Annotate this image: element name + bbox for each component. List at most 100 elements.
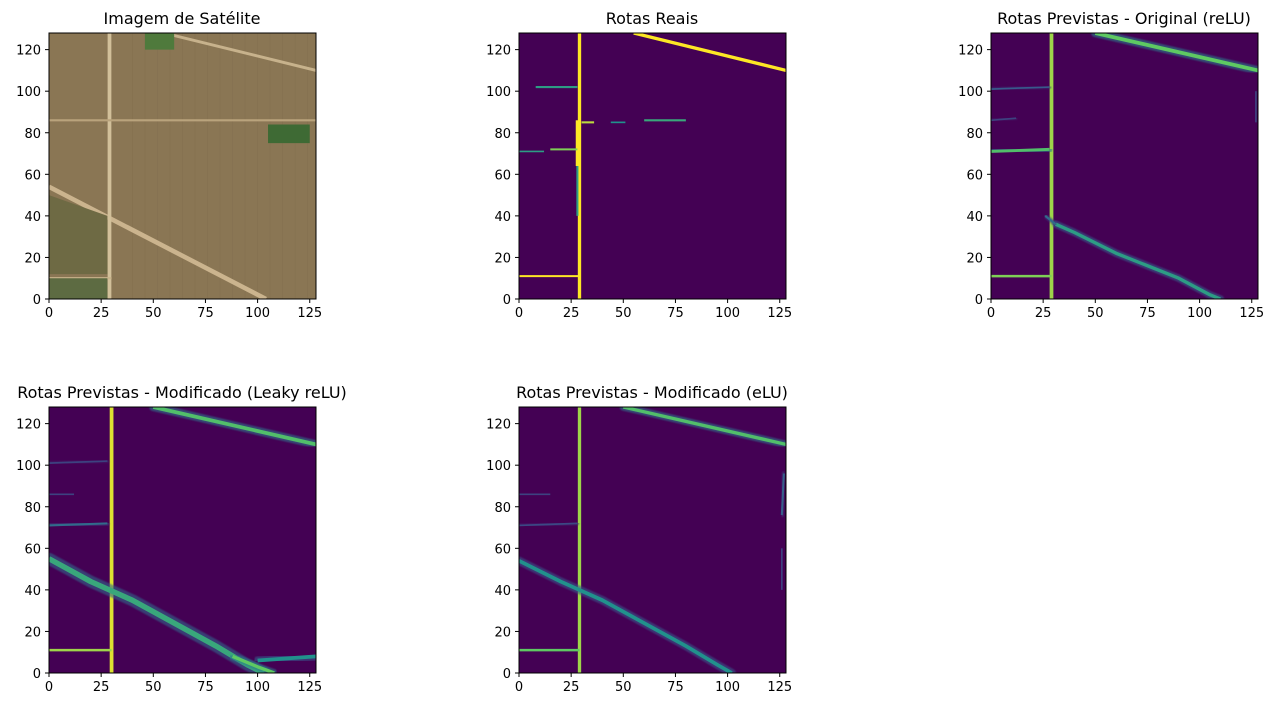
y-tick-label: 100 bbox=[958, 85, 983, 100]
x-tick-label: 0 bbox=[45, 680, 53, 695]
panel-predicted-elu: Rotas Previstas - Modificado (eLU) 0 25 50… bbox=[486, 383, 792, 695]
axes-frame bbox=[48, 32, 317, 300]
field-patch bbox=[49, 278, 108, 299]
axes-frame bbox=[518, 406, 787, 674]
y-tick-label: 40 bbox=[966, 210, 983, 225]
panel-title: Rotas Previstas - Modificado (eLU) bbox=[516, 383, 788, 402]
y-tick-label: 0 bbox=[33, 667, 41, 682]
y-tick-label: 40 bbox=[494, 210, 511, 225]
image-area bbox=[991, 33, 1258, 299]
x-tick-label: 125 bbox=[297, 306, 322, 321]
y-tick-label: 40 bbox=[24, 210, 41, 225]
y-tick-label: 100 bbox=[16, 85, 41, 100]
y-tick-label: 120 bbox=[486, 418, 511, 433]
x-tick-label: 125 bbox=[767, 680, 792, 695]
y-tick-label: 80 bbox=[494, 501, 511, 516]
y-tick-label: 120 bbox=[16, 44, 41, 59]
x-tick-label: 50 bbox=[615, 306, 632, 321]
x-tick-label: 50 bbox=[145, 680, 162, 695]
route-line bbox=[780, 473, 785, 516]
x-tick-label: 75 bbox=[667, 680, 684, 695]
route-line bbox=[991, 147, 1050, 153]
y-tick-label: 120 bbox=[486, 44, 511, 59]
x-tick-label: 50 bbox=[615, 680, 632, 695]
image-area bbox=[49, 407, 316, 673]
axes: 0 25 50 75 100 125 0 20 40 60 80 100 120 bbox=[486, 32, 792, 321]
axes: 0 25 50 75 100 125 0 20 40 60 80 100 120 bbox=[16, 32, 322, 321]
route-line bbox=[1054, 222, 1222, 299]
axes-frame bbox=[518, 32, 787, 300]
x-tick-label: 25 bbox=[563, 306, 580, 321]
x-tick-label: 75 bbox=[667, 306, 684, 321]
image-background bbox=[519, 407, 786, 673]
y-tick-label: 20 bbox=[966, 251, 983, 266]
y-tick-label: 0 bbox=[503, 293, 511, 308]
panel-title: Rotas Previstas - Modificado (Leaky reLU… bbox=[17, 383, 347, 402]
panel-predicted-leaky-relu: Rotas Previstas - Modificado (Leaky reLU… bbox=[16, 383, 347, 695]
y-tick-label: 0 bbox=[503, 667, 511, 682]
route-line bbox=[991, 117, 1017, 122]
route-line bbox=[163, 33, 316, 72]
x-tick-label: 75 bbox=[1139, 306, 1156, 321]
field-patch bbox=[144, 33, 175, 50]
x-tick-label: 100 bbox=[715, 680, 740, 695]
x-tick-label: 0 bbox=[515, 306, 523, 321]
y-tick-label: 100 bbox=[486, 85, 511, 100]
y-tick-label: 80 bbox=[966, 127, 983, 142]
y-tick-label: 60 bbox=[966, 168, 983, 183]
x-tick-label: 125 bbox=[767, 306, 792, 321]
y-tick-label: 80 bbox=[24, 127, 41, 142]
y-tick-label: 40 bbox=[24, 584, 41, 599]
panel-title: Rotas Reais bbox=[606, 9, 699, 28]
y-tick-label: 80 bbox=[494, 127, 511, 142]
y-tick-label: 100 bbox=[486, 459, 511, 474]
route-line bbox=[231, 654, 275, 673]
x-tick-label: 100 bbox=[245, 680, 270, 695]
x-tick-label: 125 bbox=[297, 680, 322, 695]
x-tick-label: 50 bbox=[145, 306, 162, 321]
x-tick-label: 100 bbox=[715, 306, 740, 321]
y-tick-label: 40 bbox=[494, 584, 511, 599]
route-line bbox=[519, 522, 578, 527]
panel-title: Imagem de Satélite bbox=[104, 9, 261, 28]
axes: 0 25 50 75 100 125 0 20 40 60 80 100 120 bbox=[16, 406, 322, 695]
x-tick-label: 50 bbox=[1087, 306, 1104, 321]
image-area bbox=[519, 33, 786, 299]
y-tick-label: 60 bbox=[24, 168, 41, 183]
image-area bbox=[519, 407, 786, 673]
image-area bbox=[49, 33, 316, 299]
route-line bbox=[49, 460, 108, 464]
x-tick-label: 0 bbox=[515, 680, 523, 695]
axes-frame bbox=[990, 32, 1259, 300]
x-tick-label: 0 bbox=[987, 306, 995, 321]
y-tick-label: 60 bbox=[494, 168, 511, 183]
y-tick-label: 100 bbox=[16, 459, 41, 474]
y-tick-label: 80 bbox=[24, 501, 41, 516]
x-tick-label: 75 bbox=[197, 680, 214, 695]
y-tick-label: 60 bbox=[24, 542, 41, 557]
route-line bbox=[49, 184, 267, 299]
image-background bbox=[519, 33, 786, 299]
route-line bbox=[622, 407, 786, 447]
panel-real-routes: Rotas Reais 0 25 50 75 100 125 0 20 40 60 80 100 120 bbox=[486, 9, 792, 321]
x-tick-label: 25 bbox=[1035, 306, 1052, 321]
y-tick-label: 20 bbox=[494, 625, 511, 640]
y-tick-label: 60 bbox=[494, 542, 511, 557]
axes: 0 25 50 75 100 125 0 20 40 60 80 100 120 bbox=[958, 32, 1264, 321]
x-tick-label: 0 bbox=[45, 306, 53, 321]
x-tick-label: 25 bbox=[93, 680, 110, 695]
route-line bbox=[1044, 215, 1057, 226]
panel-satellite-image: Imagem de Satélite 0 25 50 75 100 125 0 20 40 60 8… bbox=[16, 9, 322, 321]
route-line bbox=[49, 522, 108, 527]
route-line bbox=[257, 654, 316, 663]
y-tick-label: 20 bbox=[494, 251, 511, 266]
panel-title: Rotas Previstas - Original (reLU) bbox=[997, 9, 1251, 28]
field-patch bbox=[49, 195, 108, 275]
route-line bbox=[1094, 33, 1258, 73]
y-tick-label: 120 bbox=[958, 44, 983, 59]
axes-frame bbox=[48, 406, 317, 674]
panel-predicted-relu: Rotas Previstas - Original (reLU) 0 25 50 7… bbox=[958, 9, 1264, 321]
x-tick-label: 25 bbox=[563, 680, 580, 695]
x-tick-label: 75 bbox=[197, 306, 214, 321]
